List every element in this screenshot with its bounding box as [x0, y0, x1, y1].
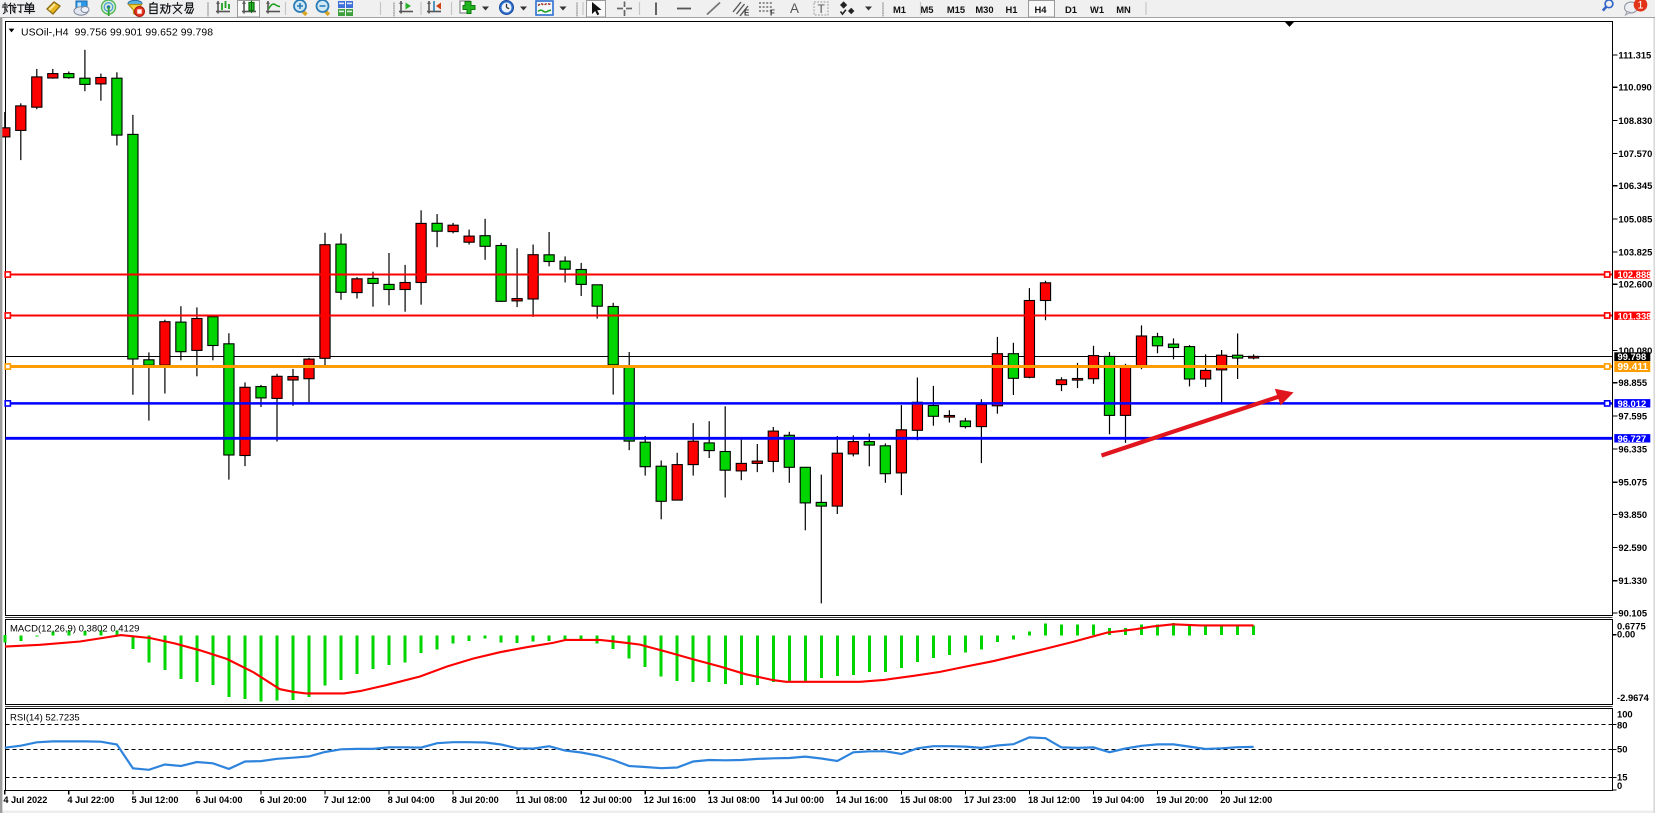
- svg-text:15: 15: [1617, 771, 1627, 782]
- svg-text:80: 80: [1617, 719, 1627, 730]
- svg-text:USOil-,H4 99.756 99.901 99.65: USOil-,H4 99.756 99.901 99.652 99.798: [21, 28, 213, 39]
- svg-text:T: T: [818, 2, 826, 16]
- svg-text:107.570: 107.570: [1618, 148, 1652, 159]
- svg-text:110.090: 110.090: [1618, 82, 1651, 93]
- svg-text:0.6775: 0.6775: [1617, 620, 1646, 631]
- svg-text:91.330: 91.330: [1618, 575, 1647, 586]
- svg-text:96.727: 96.727: [1618, 433, 1647, 444]
- svg-text:11 Jul 08:00: 11 Jul 08:00: [516, 795, 568, 805]
- svg-text:17 Jul 23:00: 17 Jul 23:00: [964, 795, 1016, 805]
- svg-text:108.830: 108.830: [1618, 115, 1652, 126]
- svg-text:7 Jul 12:00: 7 Jul 12:00: [324, 795, 371, 805]
- svg-text:MACD(12,26,9) 0.3802 0.4129: MACD(12,26,9) 0.3802 0.4129: [10, 624, 139, 635]
- svg-text:100: 100: [1617, 708, 1633, 719]
- svg-text:D1: D1: [1065, 4, 1077, 15]
- svg-text:M15: M15: [947, 4, 965, 15]
- svg-text:W1: W1: [1090, 4, 1104, 15]
- svg-text:4 Jul 22:00: 4 Jul 22:00: [67, 795, 114, 805]
- svg-text:-2.9674: -2.9674: [1617, 692, 1650, 703]
- svg-text:13 Jul 08:00: 13 Jul 08:00: [708, 795, 760, 805]
- svg-text:101.338: 101.338: [1618, 310, 1652, 321]
- svg-text:102.888: 102.888: [1618, 269, 1652, 280]
- svg-text:F: F: [770, 9, 775, 18]
- svg-text:12 Jul 16:00: 12 Jul 16:00: [644, 795, 696, 805]
- svg-text:M1: M1: [893, 4, 906, 15]
- svg-text:0.00: 0.00: [1617, 629, 1635, 640]
- svg-text:1: 1: [1638, 0, 1644, 12]
- svg-text:97.595: 97.595: [1618, 410, 1647, 421]
- svg-text:105.085: 105.085: [1618, 213, 1652, 224]
- svg-text:15 Jul 08:00: 15 Jul 08:00: [900, 795, 952, 805]
- svg-text:6 Jul 20:00: 6 Jul 20:00: [260, 795, 307, 805]
- svg-text:5 Jul 12:00: 5 Jul 12:00: [132, 795, 179, 805]
- svg-text:M5: M5: [920, 4, 933, 15]
- svg-text:H1: H1: [1006, 4, 1018, 15]
- svg-text:8 Jul 20:00: 8 Jul 20:00: [452, 795, 499, 805]
- svg-text:19 Jul 20:00: 19 Jul 20:00: [1156, 795, 1208, 805]
- svg-text:A: A: [790, 1, 799, 16]
- svg-text:8 Jul 04:00: 8 Jul 04:00: [388, 795, 435, 805]
- svg-text:14 Jul 00:00: 14 Jul 00:00: [772, 795, 824, 805]
- svg-text:50: 50: [1617, 743, 1627, 754]
- svg-text:RSI(14) 52.7235: RSI(14) 52.7235: [10, 713, 80, 724]
- svg-text:111.315: 111.315: [1618, 49, 1651, 60]
- svg-text:H4: H4: [1035, 4, 1048, 15]
- svg-text:6 Jul 04:00: 6 Jul 04:00: [196, 795, 243, 805]
- svg-text:19 Jul 04:00: 19 Jul 04:00: [1092, 795, 1144, 805]
- svg-text:103.825: 103.825: [1618, 246, 1652, 257]
- svg-text:95.075: 95.075: [1618, 477, 1647, 488]
- svg-text:0: 0: [1617, 780, 1622, 791]
- svg-text:18 Jul 12:00: 18 Jul 12:00: [1028, 795, 1080, 805]
- svg-text:96.335: 96.335: [1618, 444, 1647, 455]
- svg-text:99.798: 99.798: [1618, 351, 1647, 362]
- svg-text:99.411: 99.411: [1618, 362, 1649, 373]
- svg-text:14 Jul 16:00: 14 Jul 16:00: [836, 795, 888, 805]
- svg-text:90.105: 90.105: [1618, 607, 1647, 618]
- svg-text:98.012: 98.012: [1618, 398, 1647, 409]
- svg-text:92.590: 92.590: [1618, 542, 1647, 553]
- svg-text:93.850: 93.850: [1618, 509, 1647, 520]
- svg-text:98.855: 98.855: [1618, 377, 1647, 388]
- svg-text:12 Jul 00:00: 12 Jul 00:00: [580, 795, 632, 805]
- svg-text:MN: MN: [1116, 4, 1131, 15]
- svg-text:M30: M30: [975, 4, 993, 15]
- svg-text:20 Jul 12:00: 20 Jul 12:00: [1220, 795, 1272, 805]
- svg-text:100.080: 100.080: [1618, 345, 1652, 356]
- svg-text:E: E: [744, 9, 750, 18]
- svg-text:4 Jul 2022: 4 Jul 2022: [3, 795, 47, 805]
- svg-text:106.345: 106.345: [1618, 180, 1652, 191]
- svg-text:102.600: 102.600: [1618, 279, 1652, 290]
